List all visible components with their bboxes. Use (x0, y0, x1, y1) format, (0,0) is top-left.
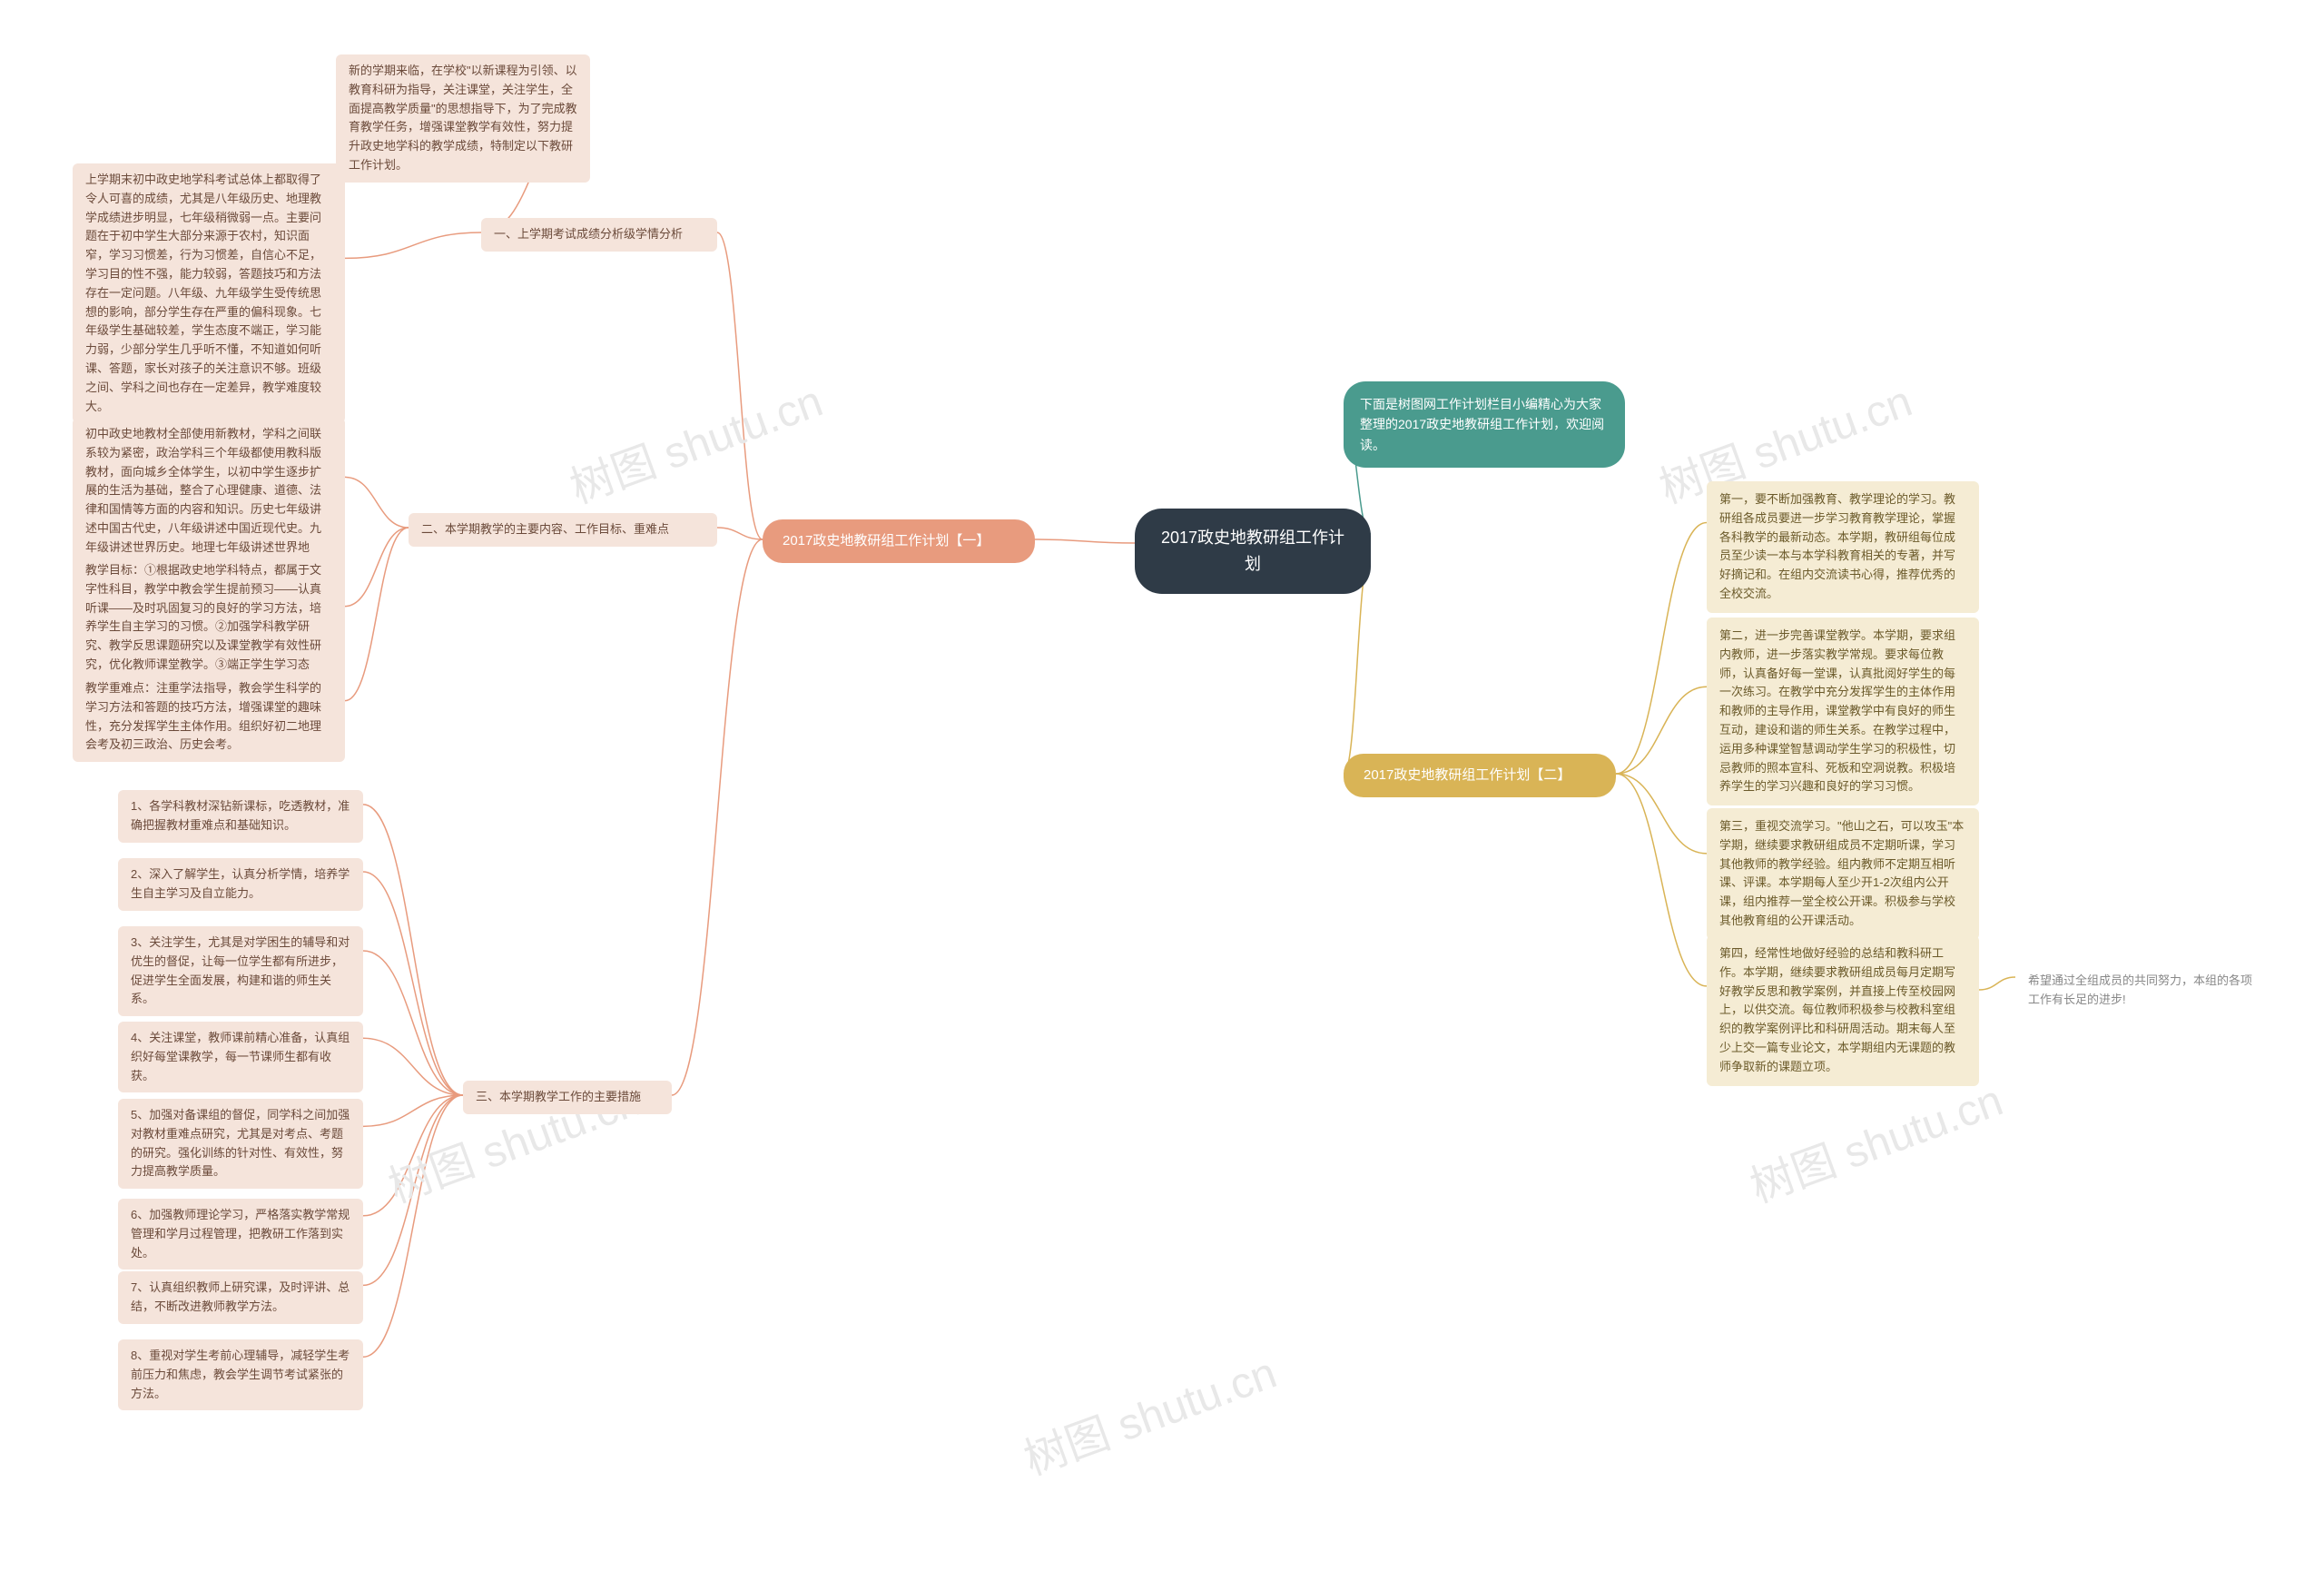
watermark: 树图 shutu.cn (1014, 1337, 1284, 1487)
leaf-right-1: 第二，进一步完善课堂教学。本学期，要求组内教师，进一步落实教学常规。要求每位教师… (1707, 618, 1979, 805)
final-note: 希望通过全组成员的共同努力，本组的各项工作有长足的进步! (2015, 963, 2270, 1019)
branch-left: 2017政史地教研组工作计划【一】 (763, 519, 1035, 563)
leaf-left-0-1: 上学期末初中政史地学科考试总体上都取得了令人可喜的成绩，尤其是八年级历史、地理教… (73, 163, 345, 423)
leaf-left-1-2: 教学重难点：注重学法指导，教会学生科学的学习方法和答题的技巧方法，增强课堂的趣味… (73, 672, 345, 762)
leaf-right-0: 第一，要不断加强教育、教学理论的学习。教研组各成员要进一步学习教育教学理论，掌握… (1707, 481, 1979, 613)
center-node: 2017政史地教研组工作计划 (1135, 509, 1371, 594)
leaf-right-2: 第三，重视交流学习。"他山之石，可以攻玉"本学期，继续要求教研组成员不定期听课，… (1707, 808, 1979, 940)
section-left-1: 二、本学期教学的主要内容、工作目标、重难点 (409, 513, 717, 547)
mindmap-canvas: 树图 shutu.cn树图 shutu.cn树图 shutu.cn树图 shut… (0, 0, 2324, 1581)
leaf-left-2-1: 2、深入了解学生，认真分析学情，培养学生自主学习及自立能力。 (118, 858, 363, 911)
branch-right: 2017政史地教研组工作计划【二】 (1344, 754, 1616, 797)
section-left-0: 一、上学期考试成绩分析级学情分析 (481, 218, 717, 252)
leaf-left-2-2: 3、关注学生，尤其是对学困生的辅导和对优生的督促，让每一位学生都有所进步，促进学… (118, 926, 363, 1016)
section-left-2: 三、本学期教学工作的主要措施 (463, 1081, 672, 1114)
watermark: 树图 shutu.cn (560, 365, 830, 515)
leaf-right-3: 第四，经常性地做好经验的总结和教科研工作。本学期，继续要求教研组成员每月定期写好… (1707, 935, 1979, 1086)
watermark: 树图 shutu.cn (1740, 1064, 2010, 1214)
leaf-left-2-7: 8、重视对学生考前心理辅导，减轻学生考前压力和焦虑，教会学生调节考试紧张的方法。 (118, 1339, 363, 1410)
leaf-left-2-6: 7、认真组织教师上研究课，及时评讲、总结，不断改进教师教学方法。 (118, 1271, 363, 1324)
leaf-left-2-5: 6、加强教师理论学习，严格落实教学常规管理和学月过程管理，把教研工作落到实处。 (118, 1199, 363, 1270)
leaf-left-2-3: 4、关注课堂，教师课前精心准备，认真组织好每堂课教学，每一节课师生都有收获。 (118, 1022, 363, 1092)
leaf-left-2-0: 1、各学科教材深钻新课标，吃透教材，准确把握教材重难点和基础知识。 (118, 790, 363, 843)
leaf-left-0-0: 新的学期来临，在学校"以新课程为引领、以教育科研为指导，关注课堂，关注学生，全面… (336, 54, 590, 183)
leaf-left-2-4: 5、加强对备课组的督促，同学科之间加强对教材重难点研究，尤其是对考点、考题的研究… (118, 1099, 363, 1189)
intro-node: 下面是树图网工作计划栏目小编精心为大家整理的2017政史地教研组工作计划，欢迎阅… (1344, 381, 1625, 468)
